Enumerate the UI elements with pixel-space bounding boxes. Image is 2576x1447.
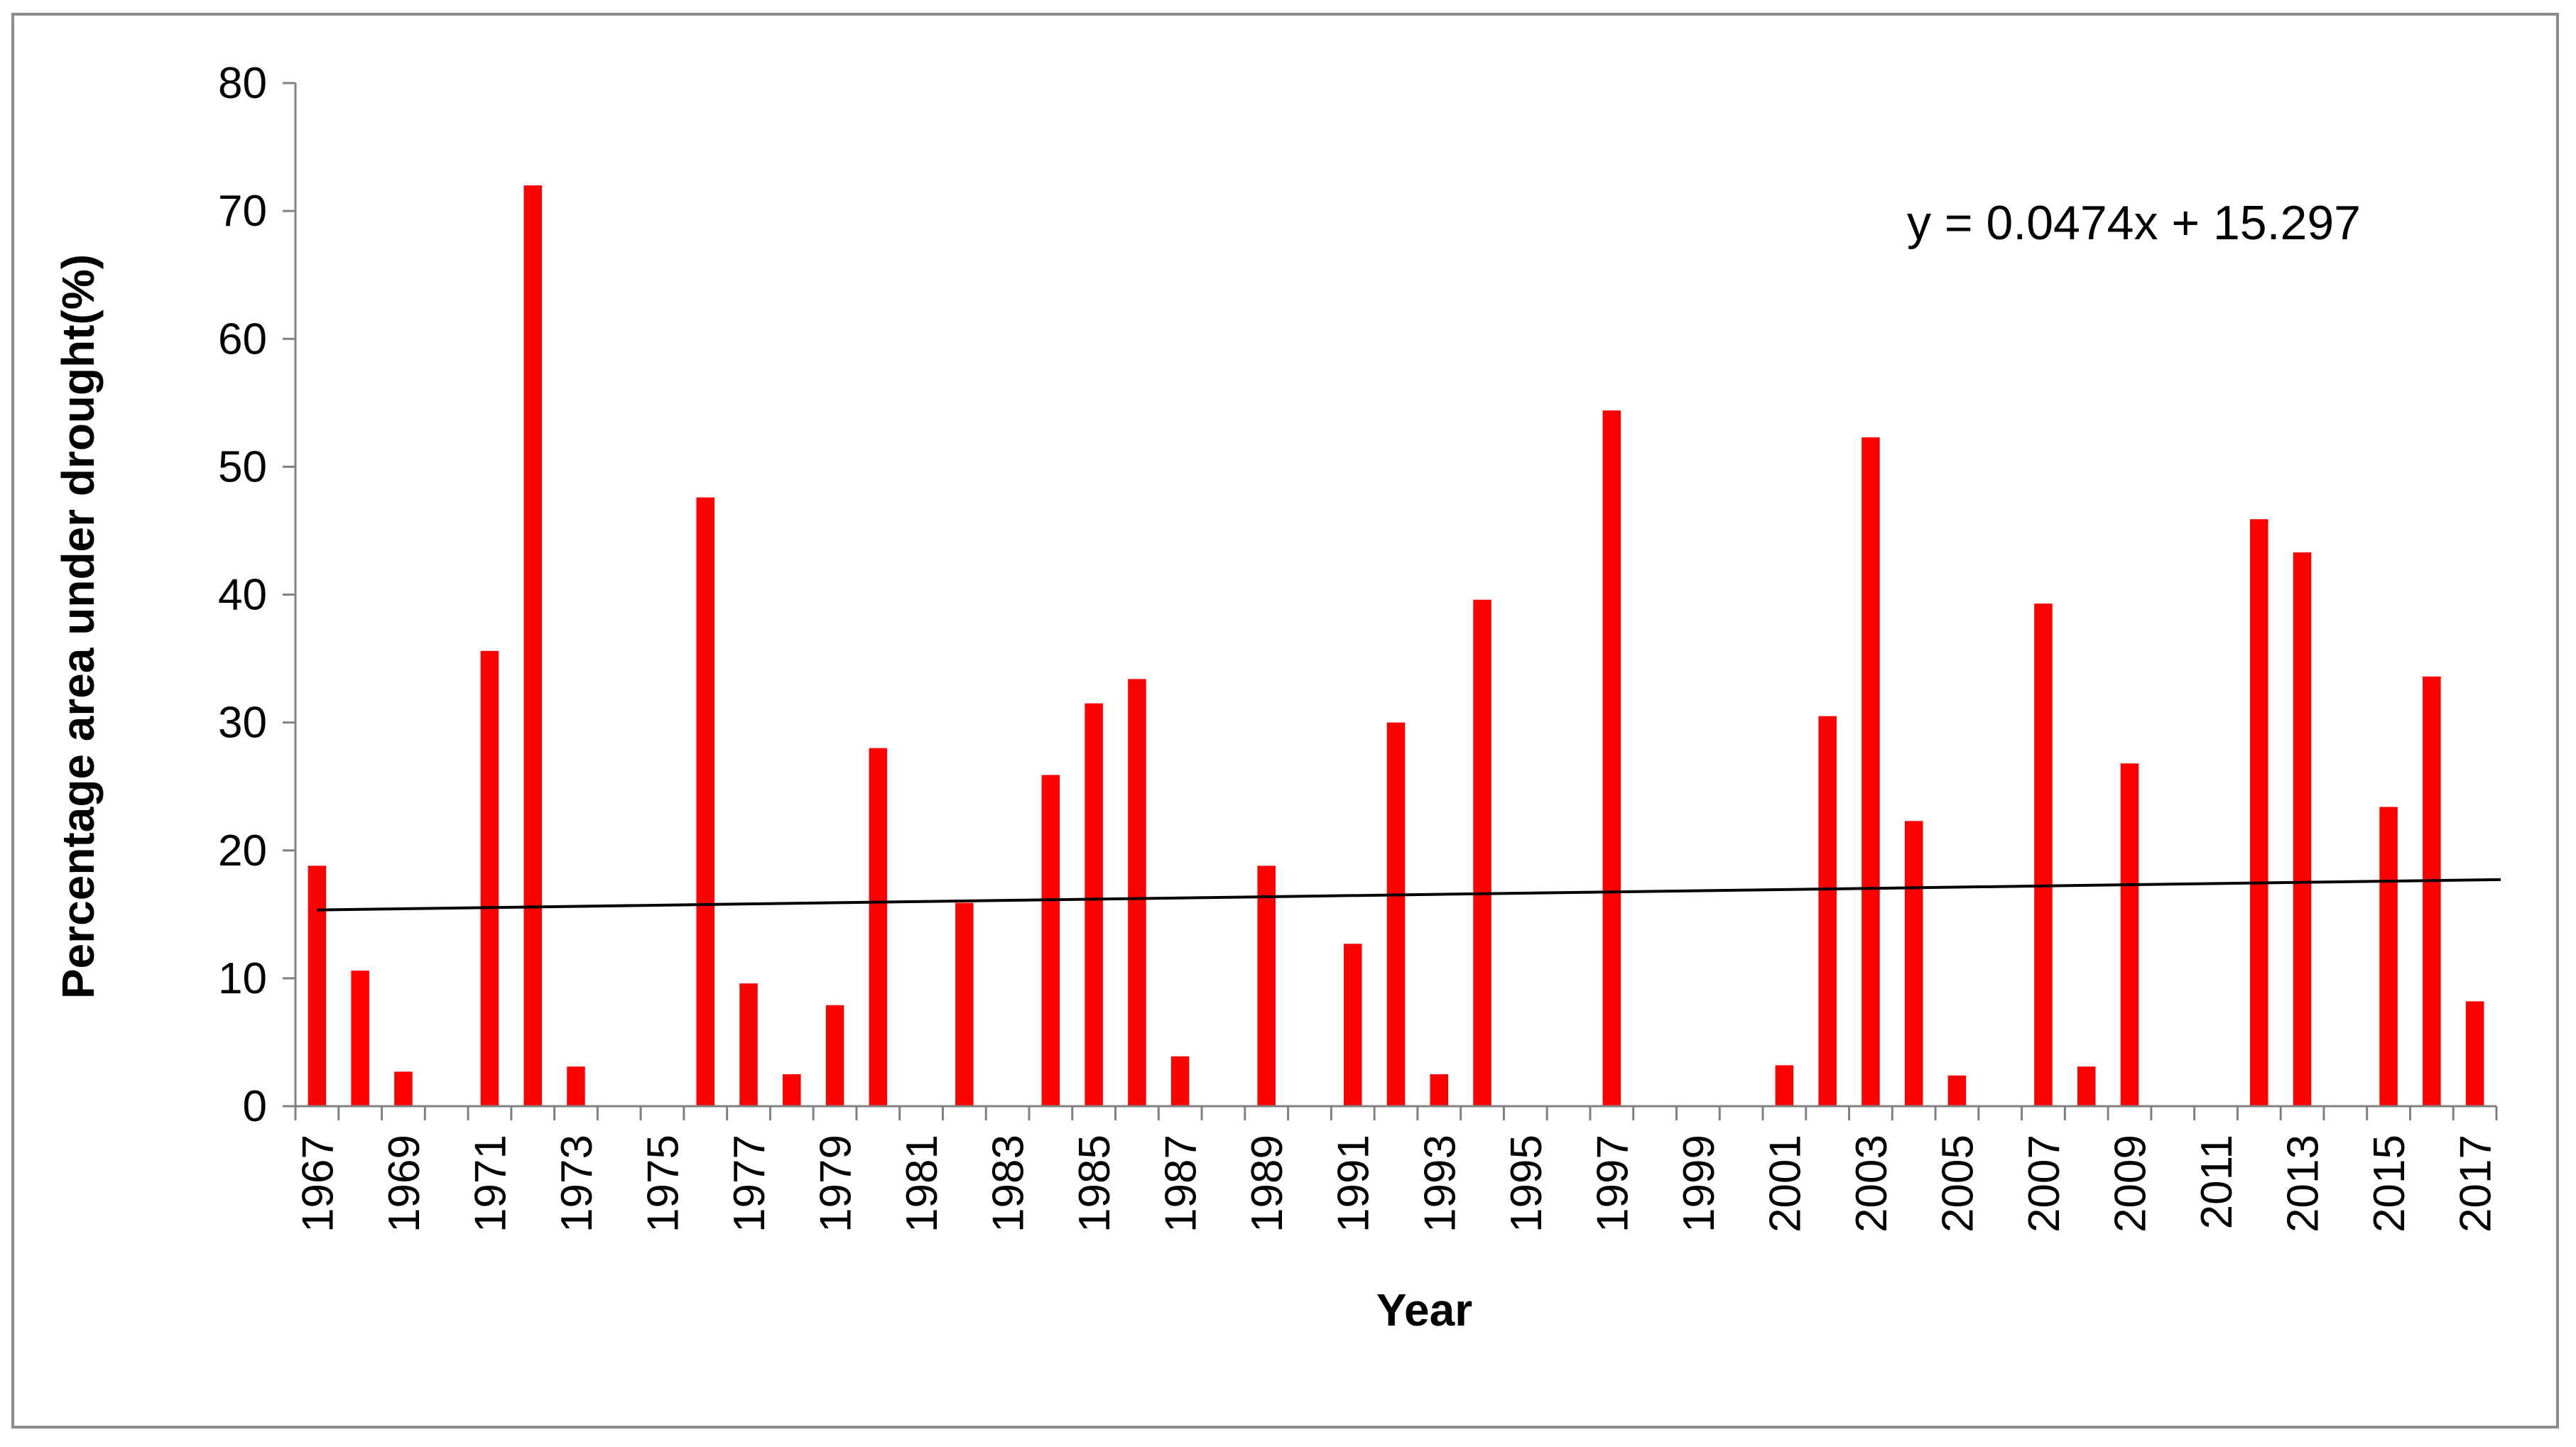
x-tick-label: 1981 (898, 1135, 947, 1233)
bar-chart: 0 10 20 30 40 50 60 70 80 1967 1969 1971 1973 1975 197… (53, 59, 2501, 1336)
bar-1979 (825, 1005, 844, 1106)
plot-area: 0 10 20 30 40 50 60 70 80 1967 1969 1971 1973 1975 197… (53, 59, 2501, 1336)
x-tick-label: 1989 (1243, 1135, 1292, 1233)
x-tick-label: 2009 (2107, 1135, 2156, 1233)
x-tick-label: 1991 (1330, 1135, 1379, 1233)
y-tick-label: 50 (218, 442, 267, 491)
x-tick-label: 1979 (812, 1135, 861, 1233)
y-tick-label: 0 (243, 1082, 267, 1131)
x-tick-label: 2001 (1761, 1135, 1810, 1233)
trendline (317, 878, 2501, 912)
x-tick-label: 1977 (725, 1135, 774, 1233)
bar-1976 (696, 497, 715, 1106)
bar-1968 (351, 971, 369, 1106)
bar-2004 (1904, 821, 1923, 1106)
bar-2013 (2293, 552, 2312, 1106)
x-tick-label: 2005 (1933, 1135, 1982, 1233)
y-tick-label: 10 (218, 954, 267, 1003)
bar-1993 (1430, 1074, 1449, 1106)
y-tick-label: 70 (218, 187, 267, 236)
x-tick-label: 2007 (2020, 1135, 2069, 1233)
bar-1980 (869, 748, 888, 1106)
bar-1978 (783, 1074, 801, 1106)
y-axis-title: Percentage area under drought(%) (53, 254, 104, 999)
x-tick-label: 1969 (380, 1135, 429, 1233)
bar-2008 (2077, 1066, 2096, 1106)
x-tick-label: 1971 (466, 1135, 515, 1233)
x-tick-label: 1967 (293, 1135, 342, 1233)
bar-1982 (955, 902, 974, 1106)
bar-1989 (1257, 866, 1276, 1106)
x-tick-label: 2013 (2279, 1135, 2328, 1233)
x-tick-label: 1999 (1675, 1135, 1724, 1233)
bar-1997 (1602, 410, 1621, 1106)
bar-1986 (1128, 679, 1146, 1106)
x-tick-label: 1983 (984, 1135, 1033, 1233)
y-tick-label: 20 (218, 826, 267, 875)
x-tick-label: 2015 (2365, 1135, 2414, 1233)
bar-2016 (2423, 676, 2441, 1106)
trendline-equation: y = 0.0474x + 15.297 (1907, 196, 2361, 250)
bar-2009 (2120, 763, 2139, 1106)
x-tick-label: 1987 (1157, 1135, 1206, 1233)
x-tick-label: 1975 (639, 1135, 688, 1233)
y-tick-label: 60 (218, 315, 267, 364)
bar-1994 (1473, 599, 1491, 1106)
bar-2003 (1862, 437, 1880, 1106)
x-axis-title: Year (1376, 1284, 1472, 1336)
bar-2002 (1818, 716, 1837, 1106)
bar-2001 (1775, 1065, 1794, 1106)
chart-frame: 0 10 20 30 40 50 60 70 80 1967 1969 1971 1973 1975 197… (11, 13, 2559, 1429)
x-tick-label: 1993 (1415, 1135, 1464, 1233)
bar-1969 (394, 1071, 413, 1106)
x-tick-label: 2017 (2452, 1135, 2501, 1233)
y-tick-label: 80 (218, 59, 267, 108)
bar-2012 (2250, 519, 2268, 1106)
x-tick-label: 2011 (2192, 1135, 2241, 1229)
x-tick-label: 1995 (1502, 1135, 1551, 1233)
bar-2015 (2379, 807, 2398, 1106)
bar-1967 (308, 866, 327, 1106)
bar-1984 (1041, 775, 1060, 1106)
y-tick-label: 30 (218, 699, 267, 748)
x-tick-label: 1985 (1070, 1135, 1119, 1233)
y-tick-label: 40 (218, 571, 267, 620)
bar-1971 (480, 650, 499, 1106)
bar-1991 (1343, 944, 1362, 1106)
bar-2005 (1947, 1075, 1967, 1106)
bar-1987 (1170, 1056, 1190, 1106)
bar-2007 (2034, 604, 2053, 1106)
bar-1985 (1085, 703, 1103, 1106)
bar-1992 (1386, 722, 1406, 1106)
bar-2017 (2465, 1001, 2484, 1106)
bar-1977 (739, 983, 758, 1106)
x-tick-label: 1997 (1588, 1135, 1637, 1233)
x-tick-label: 2003 (1847, 1135, 1896, 1233)
bar-1972 (523, 185, 542, 1107)
bar-1973 (567, 1066, 585, 1106)
x-tick-label: 1973 (553, 1135, 602, 1233)
